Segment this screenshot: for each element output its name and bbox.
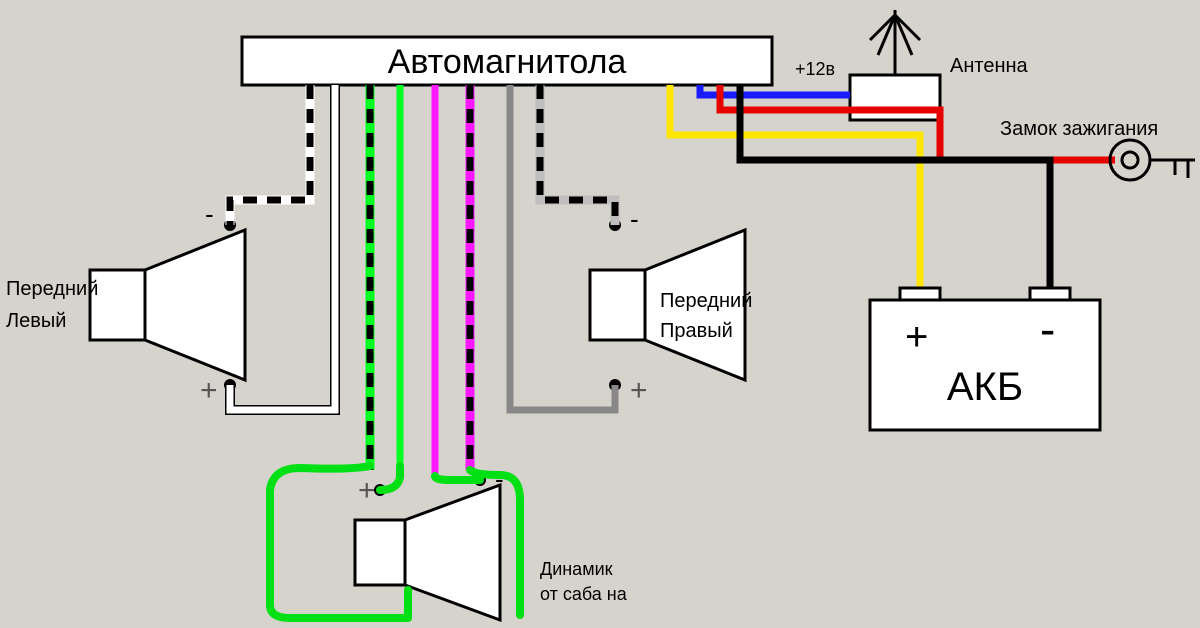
speaker-sub-icon <box>355 485 500 620</box>
plus12v-label: +12в <box>795 60 835 80</box>
fl-label-1: Передний <box>6 278 98 300</box>
battery-icon: + - АКБ <box>870 288 1100 430</box>
svg-text:-: - <box>205 199 214 229</box>
svg-text:-: - <box>1040 303 1055 355</box>
ignition-key-icon <box>1110 140 1195 180</box>
sub-label-1: Динамик <box>540 560 613 580</box>
svg-text:+: + <box>630 374 648 407</box>
fr-label-2: Правый <box>660 320 733 342</box>
fl-label-2: Левый <box>6 310 66 332</box>
battery-label: АКБ <box>947 365 1023 409</box>
sub-label-2: от саба на <box>540 585 627 605</box>
headunit-label: Автомагнитола <box>388 43 627 81</box>
ignition-label: Замок зажигания <box>1000 118 1158 140</box>
svg-text:+: + <box>358 474 376 507</box>
wire-fr-pos <box>510 85 615 410</box>
antenna-label: Антенна <box>950 55 1028 77</box>
svg-text:+: + <box>905 315 928 359</box>
svg-text:+: + <box>200 374 218 407</box>
svg-text:-: - <box>630 204 639 234</box>
diagram-canvas: Автомагнитола + - АКБ - + <box>0 0 1200 628</box>
speaker-front-left-icon <box>90 230 245 380</box>
fr-label-1: Передний <box>660 290 752 312</box>
